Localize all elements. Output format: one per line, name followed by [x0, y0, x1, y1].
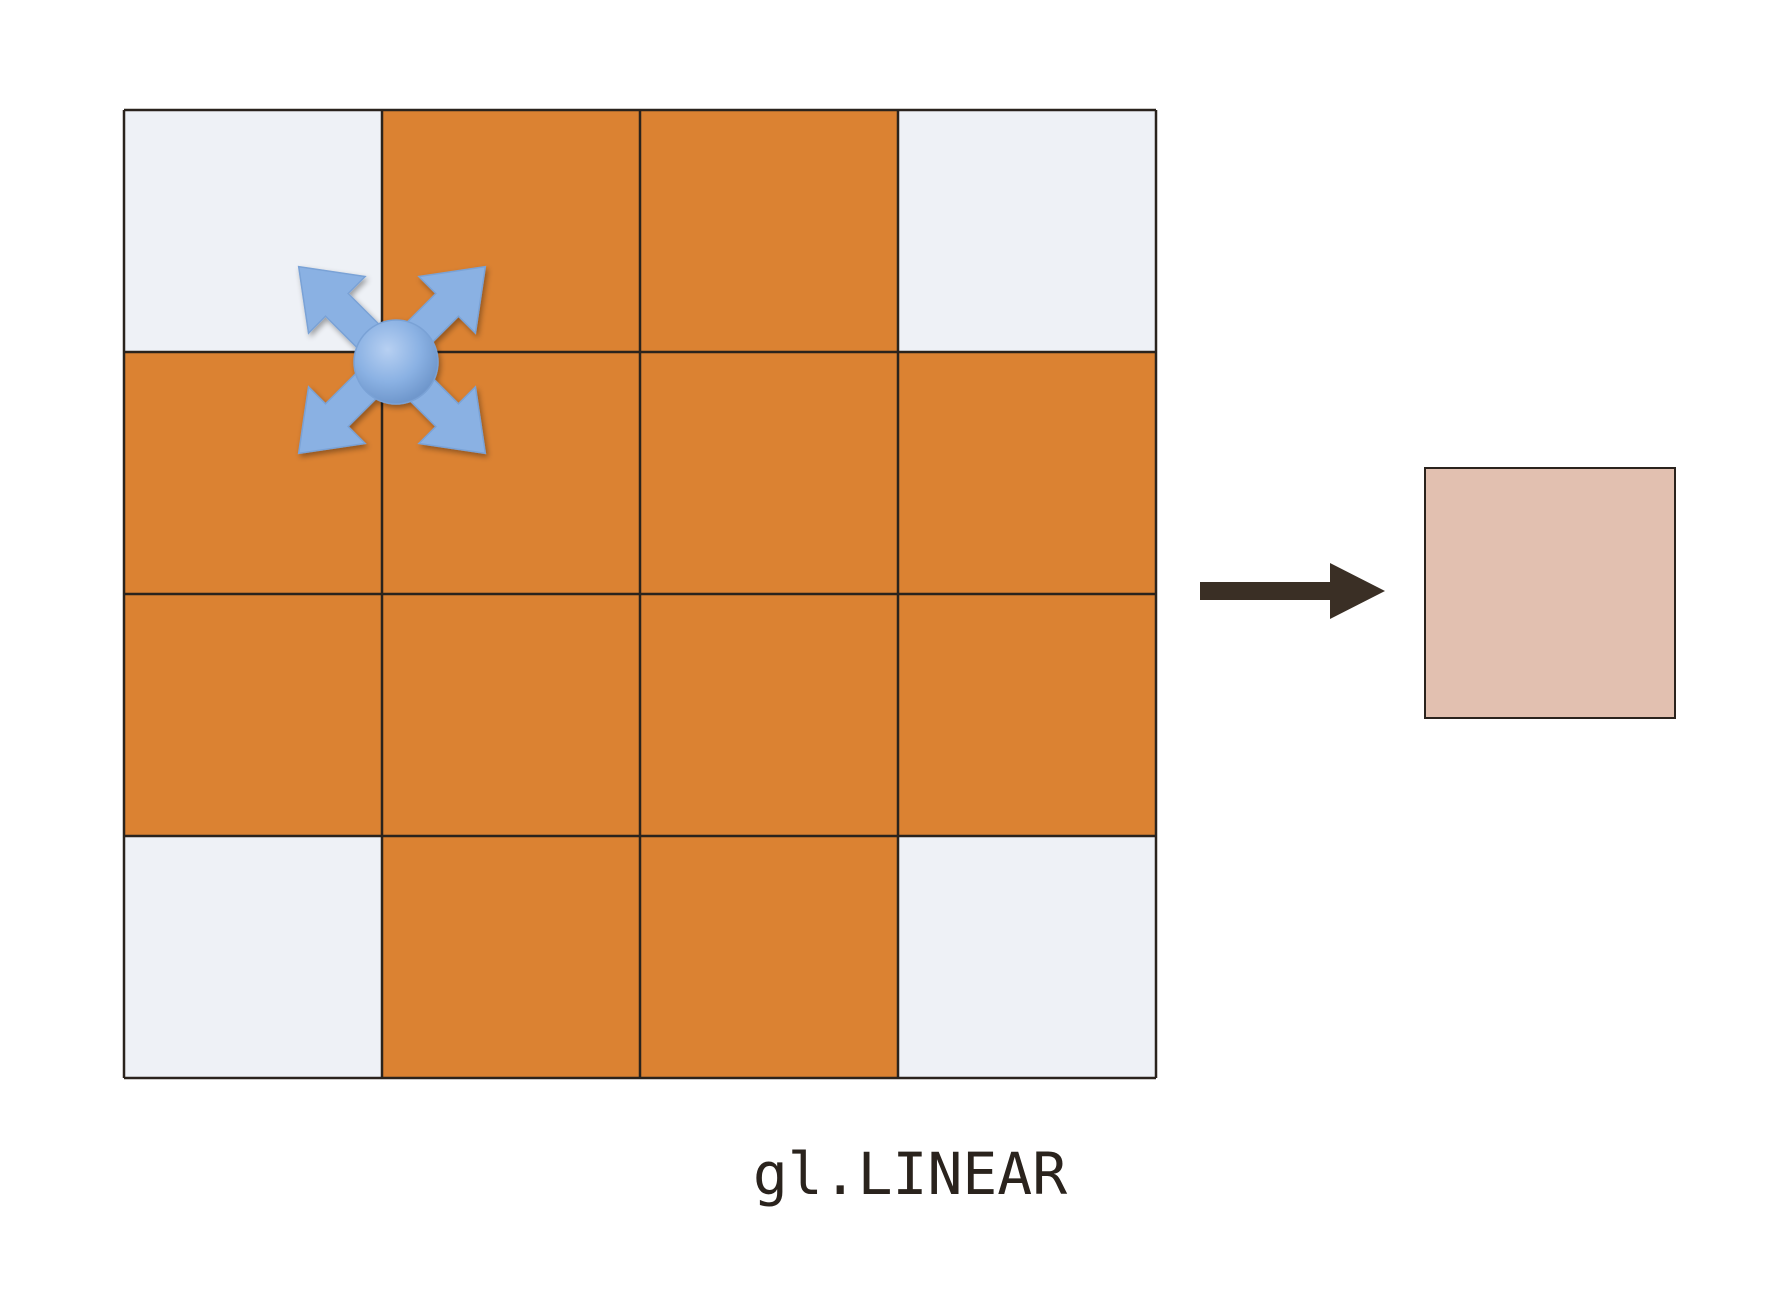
filter-mode-caption: gl.LINEAR [752, 1140, 1068, 1208]
texel-cell [640, 836, 898, 1078]
texel-cell [898, 110, 1156, 352]
texel-cell [640, 594, 898, 836]
texel-cell [382, 836, 640, 1078]
texel-cell [640, 110, 898, 352]
texel-cell [898, 352, 1156, 594]
texel-grid-lines [122, 108, 1158, 1080]
result-color-swatch [1424, 467, 1676, 719]
texel-cell [898, 594, 1156, 836]
texel-cell [124, 594, 382, 836]
texel-cell [898, 836, 1156, 1078]
four-way-arrows-icon [297, 265, 487, 455]
texel-grid [124, 110, 1156, 1078]
right-arrow-icon [1200, 563, 1385, 619]
texel-cell [124, 836, 382, 1078]
texel-cell [382, 594, 640, 836]
texel-cell [640, 352, 898, 594]
